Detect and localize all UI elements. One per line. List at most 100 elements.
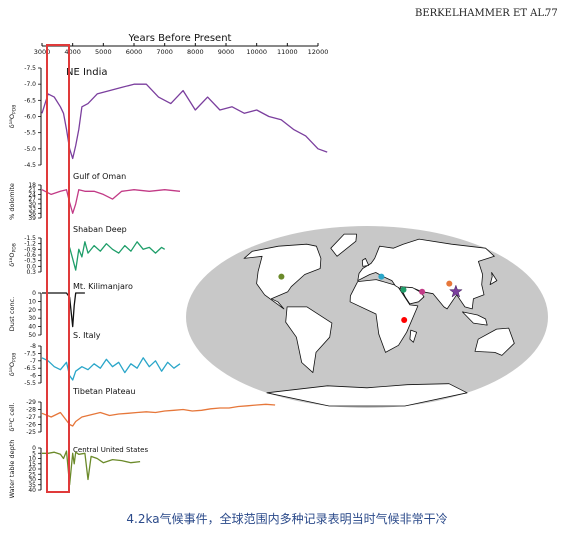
land-australia bbox=[474, 327, 515, 356]
y-tick-label: 20 bbox=[28, 466, 36, 473]
y-tick-label: -0.9 bbox=[24, 246, 36, 253]
series-line-shaban-deep bbox=[68, 241, 166, 271]
y-tick-label: 30 bbox=[28, 477, 36, 484]
panel-s-italy: -8-7.5-7-6.5-6-5.5 δ¹⁸OPDB S. Italy bbox=[8, 331, 181, 387]
y-tick-label: -7 bbox=[30, 358, 36, 365]
y-tick-label: 39 bbox=[28, 215, 36, 222]
y-tick-label: -4.5 bbox=[24, 162, 36, 169]
land-japan bbox=[489, 272, 498, 285]
land-madagascar bbox=[409, 329, 417, 343]
y-tick-label: -7.5 bbox=[24, 65, 36, 72]
y-tick-label: -6.5 bbox=[24, 97, 36, 104]
y-tick-label: 10 bbox=[28, 298, 36, 305]
y-tick-label: 15 bbox=[28, 461, 36, 468]
site-marker-ne-india bbox=[448, 284, 463, 298]
y-axis-label-shaban-deep: δ¹⁸OPDB bbox=[8, 243, 18, 267]
panel-shaban-deep: -1.5-1.2-0.9-0.6-0.30.00.3 δ¹⁸OPDB Shaban … bbox=[8, 225, 166, 276]
land-greenland bbox=[330, 233, 357, 257]
y-axis-label-tibetan-plateau: δ¹³C cell. bbox=[8, 402, 16, 431]
series-line-mt-kilimanjaro bbox=[42, 292, 85, 328]
y-tick-label: 50 bbox=[28, 332, 36, 339]
y-tick-label: -29 bbox=[26, 399, 36, 406]
y-tick-label: 0.0 bbox=[26, 263, 36, 270]
panel-title-central-united-states: Central United States bbox=[73, 446, 148, 454]
land-britain bbox=[361, 258, 370, 267]
y-axis-label-mt-kilimanjaro: Dust conc. bbox=[8, 297, 16, 331]
y-tick-label: 0.3 bbox=[26, 269, 36, 276]
x-tick-label-4000: 4000 bbox=[64, 48, 81, 56]
y-tick-label: 10 bbox=[28, 456, 36, 463]
x-tick-label-8000: 8000 bbox=[187, 48, 204, 56]
y-tick-label: -8 bbox=[30, 343, 36, 350]
y-tick-label: -6.5 bbox=[24, 365, 36, 372]
x-tick-label-10000: 10000 bbox=[246, 48, 267, 56]
x-tick-label-6000: 6000 bbox=[126, 48, 143, 56]
y-tick-label: -5.0 bbox=[24, 146, 36, 153]
y-tick-label: -7.0 bbox=[24, 81, 36, 88]
series-line-tibetan-plateau bbox=[41, 403, 276, 427]
y-tick-label: -5.5 bbox=[24, 130, 36, 137]
figure-caption: 4.2ka气候事件，全球范围内多种记录表明当时气候非常干冷 bbox=[126, 512, 448, 526]
panel-title-shaban-deep: Shaban Deep bbox=[73, 225, 127, 234]
y-tick-label: -0.3 bbox=[24, 258, 36, 265]
site-marker-mt-kilimanjaro bbox=[401, 317, 408, 323]
y-axis-label-central-united-states: Water table depth bbox=[8, 440, 16, 499]
land-africa bbox=[349, 279, 419, 353]
panel-title-mt-kilimanjaro: Mt. Kilimanjaro bbox=[73, 282, 133, 291]
y-tick-label: 24 bbox=[28, 191, 36, 198]
y-tick-label: 35 bbox=[28, 482, 36, 489]
panel-title-tibetan-plateau: Tibetan Plateau bbox=[72, 387, 136, 396]
y-tick-label: 0 bbox=[32, 445, 36, 452]
running-header-authors: BERKELHAMMER ET AL. bbox=[415, 8, 548, 19]
page-number: 77 bbox=[545, 8, 558, 19]
y-tick-label: 33 bbox=[28, 206, 36, 213]
y-tick-label: 30 bbox=[28, 315, 36, 322]
series-line-ne-india bbox=[41, 83, 328, 160]
x-tick-label-11000: 11000 bbox=[277, 48, 298, 56]
y-tick-label: -6.0 bbox=[24, 114, 36, 121]
y-tick-label: 27 bbox=[28, 196, 36, 203]
land-europe-asia bbox=[357, 238, 495, 310]
site-marker-tibetan-plateau bbox=[446, 280, 453, 287]
y-tick-label: 25 bbox=[28, 471, 36, 478]
map-ocean bbox=[186, 226, 548, 408]
y-tick-label: -5.5 bbox=[24, 380, 36, 387]
y-axis-label-s-italy: δ¹⁸OPDB bbox=[8, 353, 18, 377]
y-tick-label: 5 bbox=[32, 450, 36, 457]
series-line-gulf-of-oman bbox=[41, 189, 181, 214]
y-axis-label-gulf-of-oman: % dolomite bbox=[8, 183, 16, 220]
site-marker-gulf-of-oman bbox=[419, 288, 426, 295]
x-tick-label-3000: 3000 bbox=[34, 48, 51, 56]
series-line-central-united-states bbox=[42, 450, 141, 486]
panel-tibetan-plateau: -29-28-27-26-25 δ¹³C cell. Tibetan Plateau bbox=[8, 387, 276, 436]
series-line-s-italy bbox=[41, 357, 181, 381]
panel-title-gulf-of-oman: Gulf of Oman bbox=[73, 172, 126, 181]
panel-ne-india: -7.5 -7.0 -6.5 -6.0 -5.5 -5.0 -4.5 δ¹⁸OPDB NE In… bbox=[8, 65, 328, 169]
world-map bbox=[186, 226, 548, 408]
y-tick-label: 40 bbox=[28, 324, 36, 331]
y-tick-label: -27 bbox=[26, 414, 36, 421]
site-marker-shaban-deep bbox=[400, 286, 407, 293]
panel-title-s-italy: S. Italy bbox=[73, 331, 101, 340]
land-indonesia bbox=[462, 311, 488, 326]
x-tick-label-9000: 9000 bbox=[218, 48, 235, 56]
4.2ka-event-highlight bbox=[46, 44, 70, 493]
y-tick-label: 40 bbox=[28, 487, 36, 494]
x-tick-label-7000: 7000 bbox=[156, 48, 173, 56]
y-tick-label: -1.2 bbox=[24, 241, 36, 248]
x-tick-label-12000: 12000 bbox=[308, 48, 329, 56]
y-tick-label: 20 bbox=[28, 307, 36, 314]
y-tick-label: -25 bbox=[26, 429, 36, 436]
y-tick-label: 36 bbox=[28, 210, 36, 217]
y-tick-label: -28 bbox=[26, 407, 36, 414]
site-marker-central-us bbox=[278, 273, 285, 280]
site-marker-s-italy bbox=[378, 273, 385, 280]
y-tick-label: -6 bbox=[30, 373, 36, 380]
y-tick-label: 18 bbox=[28, 182, 36, 189]
y-tick-label: 21 bbox=[28, 187, 36, 194]
y-tick-label: -7.5 bbox=[24, 350, 36, 357]
